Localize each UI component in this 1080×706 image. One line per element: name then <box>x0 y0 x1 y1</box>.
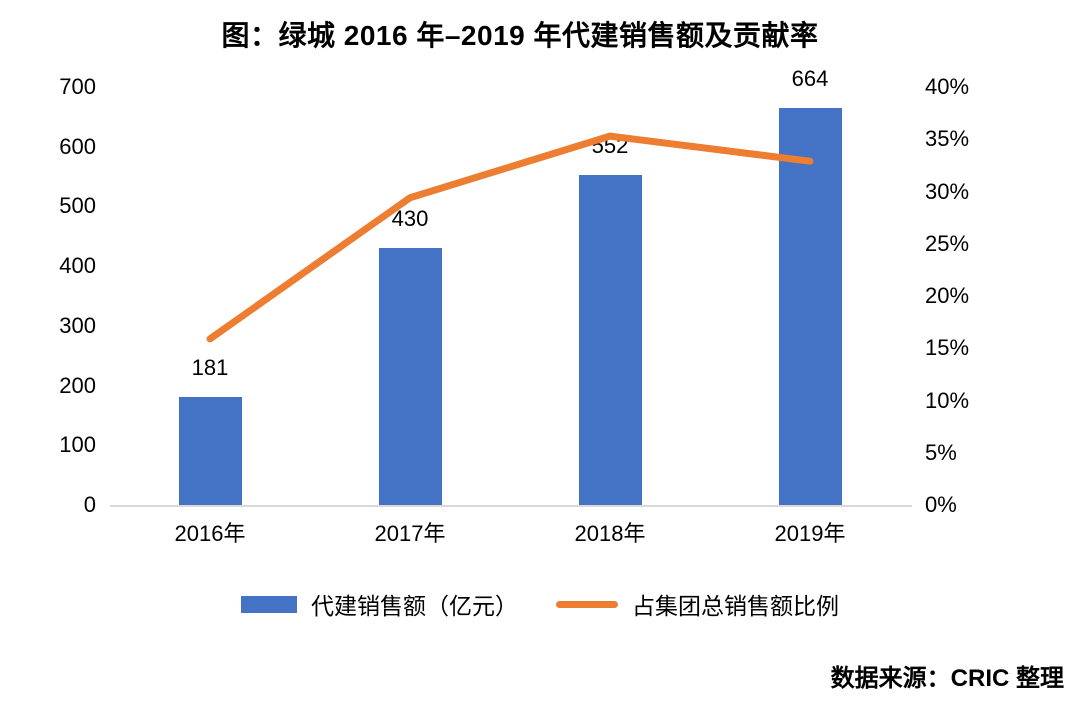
bar <box>178 396 242 505</box>
y-axis-label-left: 100 <box>59 432 96 458</box>
x-axis-line <box>110 505 912 507</box>
y-axis-label-right: 15% <box>925 335 970 361</box>
y-axis-label-left: 200 <box>59 372 96 398</box>
y-axis-label-left: 400 <box>59 253 96 279</box>
x-axis-label: 2018年 <box>574 521 646 546</box>
y-axis-label-right: 5% <box>925 439 957 465</box>
y-axis-label-left: 600 <box>59 133 96 159</box>
y-axis-label-right: 0% <box>925 492 957 517</box>
source-note: 数据来源：CRIC 整理 <box>830 665 1064 692</box>
y-axis-label-right: 40% <box>925 74 970 99</box>
line-series-swatch <box>556 600 618 608</box>
y-axis-label-right: 10% <box>925 387 970 413</box>
x-axis-label: 2017年 <box>374 521 446 546</box>
y-axis-label-right: 20% <box>925 283 970 308</box>
y-axis-label-right: 30% <box>925 178 970 204</box>
bar-value-label: 181 <box>191 354 229 380</box>
legend-item-line-series: 占集团总销售额比例 <box>556 587 839 621</box>
line-series-label: 占集团总销售额比例 <box>632 593 839 619</box>
bar-value-label: 552 <box>591 133 629 159</box>
bar-series-label: 代建销售额（亿元） <box>311 593 518 619</box>
y-axis-label-left: 500 <box>59 193 96 219</box>
bar <box>378 248 442 505</box>
legend: 代建销售额（亿元） 占集团总销售额比例 <box>0 587 1080 621</box>
y-axis-label-left: 700 <box>59 74 96 99</box>
bar-value-label: 664 <box>791 66 829 92</box>
y-axis-label-left: 0 <box>83 492 96 517</box>
y-axis-label-right: 25% <box>925 230 970 256</box>
bar-value-label: 430 <box>391 206 429 232</box>
y-axis-label-left: 300 <box>59 312 96 338</box>
x-axis-label: 2016年 <box>174 521 246 546</box>
bar <box>578 175 642 505</box>
bar-series-swatch <box>241 595 297 613</box>
bar <box>778 108 842 505</box>
legend-item-bar-series: 代建销售额（亿元） <box>241 587 518 621</box>
x-axis-label: 2019年 <box>774 521 846 546</box>
chart-title: 图：绿城 2016 年–2019 年代建销售额及贡献率 <box>221 20 819 51</box>
trend-line <box>206 132 814 343</box>
y-axis-label-right: 35% <box>925 126 970 152</box>
